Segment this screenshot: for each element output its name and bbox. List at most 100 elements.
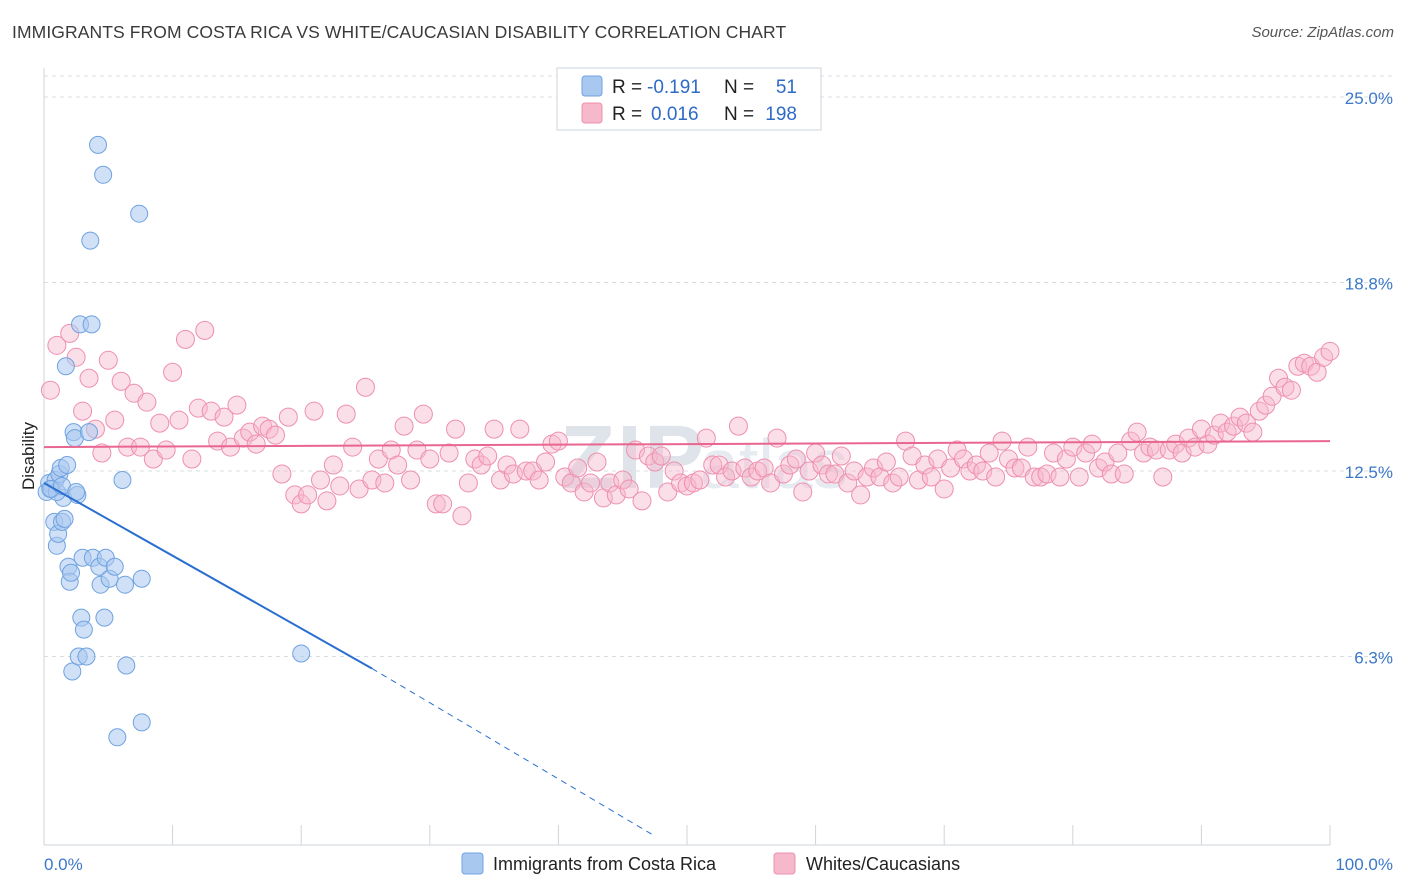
blue-point — [62, 563, 81, 582]
pink-point — [915, 455, 935, 475]
pink-point — [452, 506, 472, 526]
pink-point — [626, 440, 646, 460]
pink-point — [188, 398, 208, 418]
pink-point — [1069, 467, 1089, 487]
pink-point — [1108, 443, 1128, 463]
y-tick-label-1: 18.8% — [1345, 275, 1393, 294]
pink-point — [478, 446, 498, 466]
pink-point — [413, 404, 433, 424]
y-tick-labels: 25.0% 18.8% 12.5% 6.3% — [1345, 89, 1393, 668]
legend-r-value-1: -0.191 — [647, 77, 701, 98]
pink-point — [1024, 467, 1044, 487]
pink-point — [986, 467, 1006, 487]
y-tick-label-0: 25.0% — [1345, 89, 1393, 108]
blue-point — [105, 557, 124, 576]
pink-point — [1005, 458, 1025, 478]
blue-point — [116, 575, 135, 594]
pink-point — [195, 320, 215, 340]
pink-point — [298, 485, 318, 505]
pink-point — [709, 455, 729, 475]
pink-point — [150, 413, 170, 433]
pink-point — [838, 473, 858, 493]
pink-point — [1018, 437, 1038, 457]
blue-point — [95, 608, 114, 627]
pink-point — [889, 467, 909, 487]
legend-n-label-1: N = — [724, 77, 754, 98]
pink-point — [529, 470, 549, 490]
legend-bottom-swatch-pink — [773, 852, 796, 875]
pink-point — [182, 449, 202, 469]
legend-bottom: Immigrants from Costa Rica Whites/Caucas… — [461, 852, 960, 875]
series-whites-caucasians — [40, 320, 1340, 526]
pink-point — [105, 410, 125, 430]
pink-point — [317, 491, 337, 511]
pink-point — [1243, 422, 1263, 442]
pink-point — [272, 464, 292, 484]
blue-point — [77, 647, 96, 666]
pink-point — [979, 443, 999, 463]
pink-point — [47, 335, 67, 355]
pink-point — [876, 452, 896, 472]
y-tick-label-2: 12.5% — [1345, 463, 1393, 482]
pink-point — [323, 455, 343, 475]
pink-point — [696, 428, 716, 448]
x-tick-label-100: 100.0% — [1335, 855, 1393, 874]
pink-point — [690, 470, 710, 490]
pink-point — [1050, 467, 1070, 487]
pink-point — [1281, 380, 1301, 400]
blue-point — [63, 662, 82, 681]
pink-point — [851, 485, 871, 505]
pink-point — [214, 407, 234, 427]
pink-point — [156, 440, 176, 460]
blue-point — [132, 569, 151, 588]
chart-title: IMMIGRANTS FROM COSTA RICA VS WHITE/CAUC… — [12, 22, 787, 42]
y-axis-label: Disability — [19, 421, 38, 490]
blue-point — [89, 135, 108, 154]
pink-point — [169, 410, 189, 430]
pink-point — [1082, 434, 1102, 454]
pink-point — [433, 494, 453, 514]
pink-point — [375, 473, 395, 493]
pink-point — [79, 368, 99, 388]
pink-point — [388, 455, 408, 475]
legend-bottom-swatch-blue — [461, 852, 484, 875]
pink-point — [934, 479, 954, 499]
source-credit: Source: ZipAtlas.com — [1251, 24, 1394, 41]
legend-swatch-pink — [581, 102, 603, 124]
legend-r-value-2: 0.016 — [651, 104, 699, 125]
pink-point — [786, 449, 806, 469]
pink-point — [568, 458, 588, 478]
legend-swatch-blue — [581, 75, 603, 97]
pink-point — [73, 401, 93, 421]
pink-point — [278, 407, 298, 427]
pink-point — [330, 476, 350, 496]
watermark-atlas: atlas — [700, 425, 848, 503]
blue-point — [113, 470, 132, 489]
pink-point — [1320, 341, 1340, 361]
blue-trend-extension — [371, 668, 656, 837]
pink-point — [111, 371, 131, 391]
pink-point — [953, 449, 973, 469]
pink-point — [793, 482, 813, 502]
pink-point — [356, 377, 375, 397]
legend-bottom-label-pink: Whites/Caucasians — [806, 854, 960, 874]
pink-point — [703, 455, 723, 475]
pink-point — [619, 479, 639, 499]
pink-point — [336, 404, 356, 424]
blue-point — [58, 456, 77, 475]
pink-point — [1153, 467, 1173, 487]
pink-point — [664, 461, 684, 481]
pink-point — [651, 446, 671, 466]
legend-n-label-2: N = — [724, 104, 754, 125]
pink-point — [1127, 422, 1147, 442]
y-tick-label-3: 6.3% — [1354, 649, 1393, 668]
series-immigrants-costa-rica — [37, 135, 311, 747]
pink-point — [600, 473, 620, 493]
legend-n-value-2: 198 — [765, 104, 797, 125]
pink-point — [844, 461, 864, 481]
blue-point — [292, 644, 311, 663]
blue-point — [132, 713, 151, 732]
pink-point — [973, 461, 993, 481]
pink-point — [831, 446, 851, 466]
